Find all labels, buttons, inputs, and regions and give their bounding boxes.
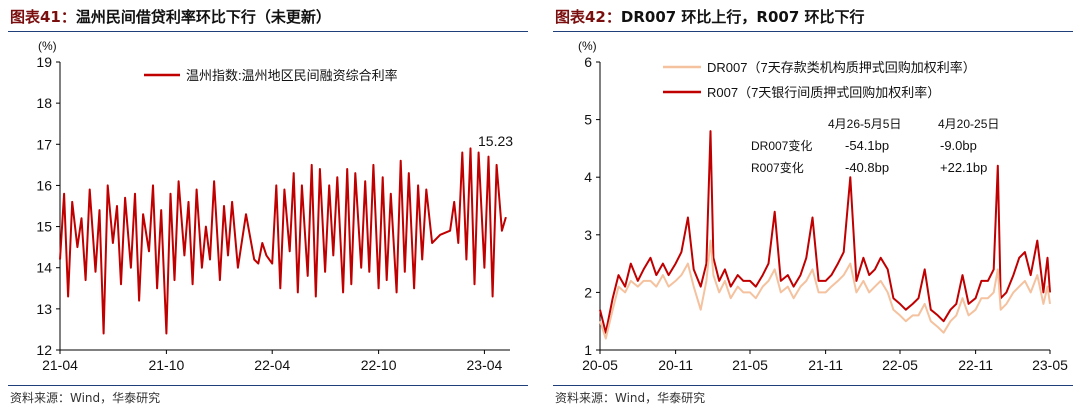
y-unit-label: (%) bbox=[38, 39, 57, 53]
legend-label: R007（7天银行间质押式回购加权利率） bbox=[707, 85, 940, 100]
x-tick-label: 21-04 bbox=[42, 357, 78, 373]
last-value-label: 15.23 bbox=[478, 133, 513, 149]
annotation-value: -54.1bp bbox=[845, 138, 889, 153]
chart-panel-repo: 图表42：DR007 环比上行，R007 环比下行 (%) 1 2 3 4 5 6 20-05… bbox=[545, 0, 1080, 414]
x-tick-label: 21-11 bbox=[808, 357, 843, 373]
x-tick-label: 22-05 bbox=[882, 357, 918, 373]
annotation-value: +22.1bp bbox=[940, 160, 987, 175]
figure-title: 温州民间借贷利率环比下行（未更新） bbox=[75, 8, 331, 26]
source-rule bbox=[553, 385, 1073, 386]
chart-title: 图表41：温州民间借贷利率环比下行（未更新） bbox=[10, 6, 331, 27]
series-line bbox=[59, 147, 507, 335]
y-tick-label: 14 bbox=[36, 260, 52, 276]
wenzhou-rate-chart: (%) 12 13 14 15 16 17 18 19 21-04 21-10 22-04 22-10 2… bbox=[36, 39, 513, 373]
chart-title: 图表42：DR007 环比上行，R007 环比下行 bbox=[555, 6, 865, 27]
x-tick-label: 22-04 bbox=[254, 357, 290, 373]
x-tick-label: 22-11 bbox=[958, 357, 993, 373]
y-tick-label: 13 bbox=[36, 301, 52, 317]
y-tick-label: 18 bbox=[36, 95, 52, 111]
y-tick-label: 5 bbox=[584, 112, 592, 128]
x-tick-label: 22-10 bbox=[361, 357, 397, 373]
y-tick-label: 19 bbox=[36, 54, 52, 70]
annotation-row-label: R007变化 bbox=[751, 160, 804, 175]
y-unit-label: (%) bbox=[578, 39, 597, 53]
y-tick-label: 12 bbox=[36, 342, 52, 358]
source-note: 资料来源：Wind，华泰研究 bbox=[555, 391, 706, 405]
annotation-header: 4月26-5月5日 bbox=[828, 117, 901, 131]
y-tick-label: 16 bbox=[36, 177, 52, 193]
chart-panel-wenzhou: 图表41：温州民间借贷利率环比下行（未更新） (%) 12 13 14 15 16 17 18… bbox=[8, 6, 528, 405]
y-tick-label: 4 bbox=[584, 169, 592, 185]
y-tick-label: 1 bbox=[584, 342, 592, 358]
x-tick-label: 21-05 bbox=[732, 357, 768, 373]
annotation-header: 4月20-25日 bbox=[938, 117, 999, 131]
title-rule bbox=[8, 31, 528, 32]
series-line bbox=[599, 239, 1051, 340]
annotation-value: -40.8bp bbox=[845, 160, 889, 175]
y-tick-label: 6 bbox=[584, 54, 592, 70]
annotation-value: -9.0bp bbox=[940, 138, 977, 153]
series-line bbox=[599, 130, 1051, 334]
y-tick-label: 15 bbox=[36, 219, 52, 235]
y-tick-label: 2 bbox=[584, 284, 592, 300]
source-rule bbox=[8, 385, 528, 386]
legend-label: 温州指数:温州地区民间融资综合利率 bbox=[186, 68, 398, 83]
source-note: 资料来源：Wind，华泰研究 bbox=[10, 391, 161, 405]
figure-number: 图表42： bbox=[555, 8, 621, 26]
x-tick-label: 20-05 bbox=[582, 357, 618, 373]
annotation-row-label: DR007变化 bbox=[751, 138, 812, 153]
figure-number: 图表41： bbox=[10, 8, 76, 26]
figure-title: DR007 环比上行，R007 环比下行 bbox=[620, 8, 865, 26]
legend-label: DR007（7天存款类机构质押式回购加权利率） bbox=[707, 60, 976, 75]
x-tick-label: 20-11 bbox=[658, 357, 693, 373]
y-tick-label: 3 bbox=[584, 227, 592, 243]
repo-rate-chart: (%) 1 2 3 4 5 6 20-05 20-11 21-05 21-11 22-05 22-11 2… bbox=[578, 39, 1068, 373]
title-rule bbox=[553, 31, 1073, 32]
x-tick-label: 23-04 bbox=[467, 357, 503, 373]
x-tick-label: 21-10 bbox=[148, 357, 184, 373]
x-tick-label: 23-05 bbox=[1032, 357, 1068, 373]
y-tick-label: 17 bbox=[36, 136, 52, 152]
